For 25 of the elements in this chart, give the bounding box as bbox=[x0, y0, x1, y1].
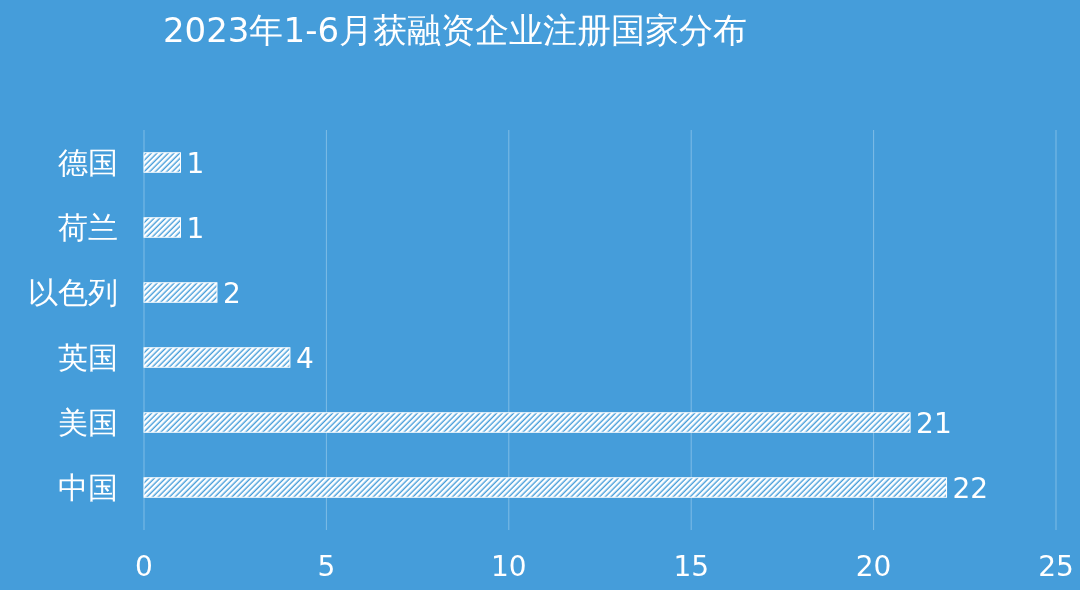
y-tick-label: 中国 bbox=[58, 470, 118, 506]
x-tick-label: 0 bbox=[135, 550, 153, 583]
y-tick-label: 英国 bbox=[58, 340, 118, 376]
bar bbox=[143, 282, 218, 303]
x-tick-label: 15 bbox=[673, 550, 710, 583]
bar bbox=[143, 347, 291, 368]
data-label: 1 bbox=[186, 146, 205, 180]
data-label: 2 bbox=[222, 276, 241, 310]
bar bbox=[143, 477, 948, 498]
y-tick-label: 美国 bbox=[58, 405, 118, 441]
x-tick-label: 25 bbox=[1038, 550, 1074, 583]
x-tick-label: 10 bbox=[490, 550, 527, 583]
data-label: 1 bbox=[186, 211, 205, 245]
bar bbox=[143, 217, 181, 238]
y-tick-label: 以色列 bbox=[28, 275, 118, 311]
bar bbox=[143, 412, 911, 433]
chart-title: 2023年1-6月获融资企业注册国家分布 bbox=[162, 10, 748, 50]
x-tick-label: 5 bbox=[317, 550, 336, 583]
data-label: 4 bbox=[295, 341, 314, 375]
x-tick-label: 20 bbox=[855, 550, 892, 583]
data-label: 22 bbox=[952, 471, 989, 505]
data-label: 21 bbox=[916, 406, 952, 440]
y-tick-label: 德国 bbox=[58, 145, 118, 181]
bar bbox=[143, 152, 181, 173]
y-tick-label: 荷兰 bbox=[58, 210, 118, 246]
